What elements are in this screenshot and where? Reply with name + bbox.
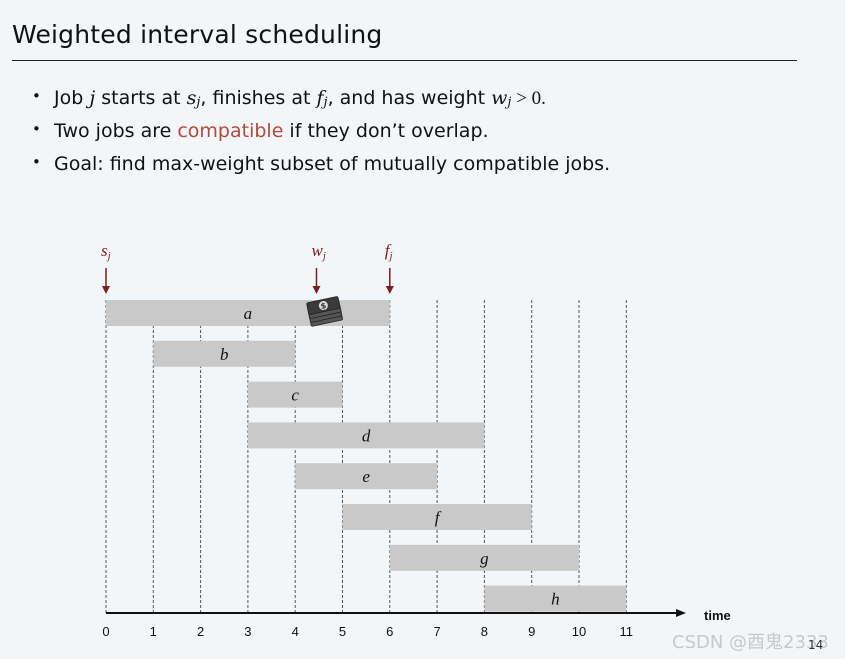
money-stack-icon: $	[306, 296, 343, 327]
job-label-e: e	[362, 467, 370, 486]
tick-label: 0	[102, 624, 109, 639]
bullet-item-2: • Two jobs are compatible if they don’t …	[32, 119, 812, 152]
annotation-fj: fj	[385, 241, 393, 262]
job-bar-a	[106, 300, 390, 326]
annotation-arrow-head	[102, 286, 110, 294]
bullet-dot-icon: •	[32, 153, 41, 171]
bullet-item-3: • Goal: find max-weight subset of mutual…	[32, 152, 812, 185]
bullet-text: Goal: find max-weight subset of mutually…	[54, 153, 611, 175]
tick-label: 6	[386, 624, 393, 639]
annotation-sj: sj	[101, 241, 111, 262]
tick-label: 3	[244, 624, 251, 639]
annotation-arrow-head	[385, 286, 394, 294]
job-bar-e	[295, 463, 438, 490]
page-number: 14	[808, 638, 824, 652]
tick-label: 7	[433, 624, 440, 639]
bullet-text: Two jobs are compatible if they don’t ov…	[54, 120, 489, 142]
slide-title: Weighted interval scheduling	[12, 20, 383, 49]
job-bar-c	[247, 381, 343, 408]
job-label-c: c	[291, 386, 299, 405]
svg-text:$: $	[320, 301, 328, 311]
bullet-dot-icon: •	[32, 120, 41, 138]
tick-label: 5	[339, 624, 346, 639]
tick-label: 1	[150, 624, 157, 639]
bullet-list: • Job j starts at sj, finishes at fj, an…	[32, 86, 812, 185]
tick-label: 9	[528, 624, 535, 639]
bullet-text: Job j starts at sj, finishes at fj, and …	[54, 87, 546, 110]
watermark: CSDN @酉鬼2333	[672, 632, 829, 653]
job-label-b: b	[220, 345, 229, 364]
title-divider	[12, 60, 797, 61]
job-bar-d	[247, 422, 485, 449]
job-bar-b	[153, 340, 296, 367]
annotation-arrow-head	[312, 286, 321, 294]
tick-label: 10	[572, 624, 586, 639]
tick-label: 2	[197, 624, 204, 639]
job-label-a: a	[244, 304, 253, 323]
tick-label: 11	[620, 624, 634, 639]
bullet-dot-icon: •	[32, 87, 41, 105]
job-bar-g	[389, 544, 579, 571]
bullet-item-1: • Job j starts at sj, finishes at fj, an…	[32, 86, 812, 119]
job-label-d: d	[362, 426, 371, 445]
job-label-h: h	[551, 590, 560, 609]
time-axis-arrowhead	[676, 609, 686, 617]
job-bar-h	[484, 585, 627, 612]
highlight-compatible: compatible	[177, 120, 284, 142]
tick-label: 8	[481, 624, 488, 639]
job-label-f: f	[435, 508, 442, 527]
tick-label: 4	[292, 624, 299, 639]
job-label-g: g	[480, 549, 489, 568]
job-bar-f	[342, 504, 532, 530]
axis-label-time: time	[704, 608, 731, 623]
annotation-wj: wj	[311, 241, 325, 262]
